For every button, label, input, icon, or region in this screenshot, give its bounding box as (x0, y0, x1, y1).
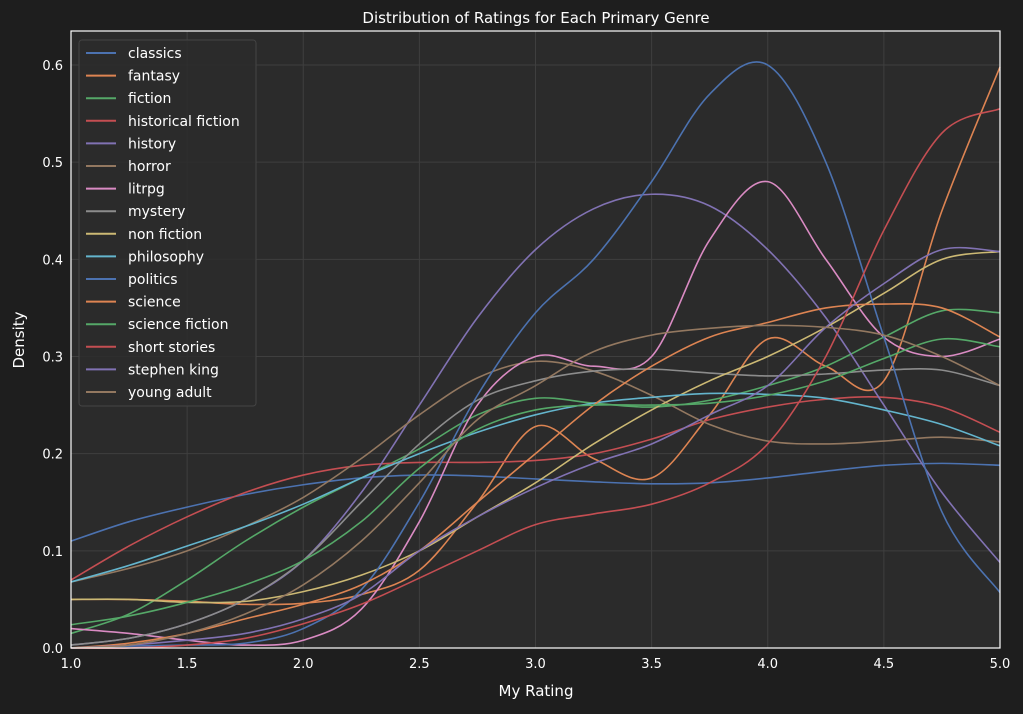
x-tick-label: 3.5 (641, 657, 662, 672)
y-tick-label: 0.5 (42, 156, 63, 171)
series-line-mystery (70, 367, 1001, 646)
y-tick-label: 0.1 (42, 545, 63, 560)
series-line-young-adult (70, 324, 1001, 649)
y-tick-label: 0.6 (42, 59, 63, 74)
plot-frame (70, 30, 1001, 649)
x-axis-label: My Rating (499, 682, 574, 700)
x-tick-label: 1.5 (177, 657, 198, 672)
legend: classics fantasy fiction historical fiction… (78, 39, 257, 407)
legend-label: young adult (128, 385, 212, 401)
series-line-fiction (70, 308, 1001, 635)
legend-label: science (128, 295, 181, 311)
series-line-philosophy (70, 392, 1001, 583)
y-tick-label: 0.0 (42, 642, 63, 657)
series-line-historical-fiction (70, 396, 1001, 581)
chart-title: Distribution of Ratings for Each Primary… (362, 9, 709, 27)
legend-label: science fiction (128, 317, 228, 333)
legend-box (78, 39, 257, 407)
legend-label: historical fiction (128, 114, 240, 130)
series-line-science (70, 303, 1001, 649)
x-tick-label: 4.0 (757, 657, 778, 672)
series-line-classics (70, 462, 1001, 542)
y-tick-label: 0.2 (42, 448, 63, 463)
legend-label: litrpg (128, 182, 165, 198)
legend-label: horror (128, 159, 171, 175)
x-tick-label: 5.0 (990, 657, 1011, 672)
series-line-stephen-king (70, 246, 1001, 649)
series-line-science-fiction (70, 337, 1001, 626)
legend-label: classics (128, 46, 182, 62)
legend-label: fiction (128, 91, 171, 107)
series-line-fantasy (70, 66, 1001, 606)
legend-label: non fiction (128, 227, 202, 243)
legend-label: philosophy (128, 249, 204, 265)
legend-label: mystery (128, 204, 185, 220)
series-line-short-stories (70, 107, 1001, 650)
series-line-litrpg (70, 180, 1001, 646)
y-tick-label: 0.4 (42, 253, 63, 268)
legend-label: history (128, 136, 176, 152)
series-line-horror (70, 360, 1001, 583)
legend-label: short stories (128, 340, 215, 356)
legend-label: politics (128, 272, 178, 288)
legend-label: fantasy (128, 69, 180, 85)
x-tick-label: 4.5 (874, 657, 895, 672)
series-lines (70, 61, 1001, 650)
x-tick-label: 1.0 (61, 657, 82, 672)
series-line-politics (70, 61, 1001, 649)
y-tick-label: 0.3 (42, 351, 63, 366)
x-tick-label: 2.0 (293, 657, 314, 672)
x-tick-label: 2.5 (409, 657, 430, 672)
x-tick-label: 3.0 (525, 657, 546, 672)
ticks: 1.0 1.5 2.0 2.5 3.0 3.5 4.0 4.5 5.0 0.0 0.1 0.2 0.3 0… (42, 59, 1010, 672)
y-axis-label: Density (10, 311, 28, 368)
legend-label: stephen king (128, 362, 219, 378)
